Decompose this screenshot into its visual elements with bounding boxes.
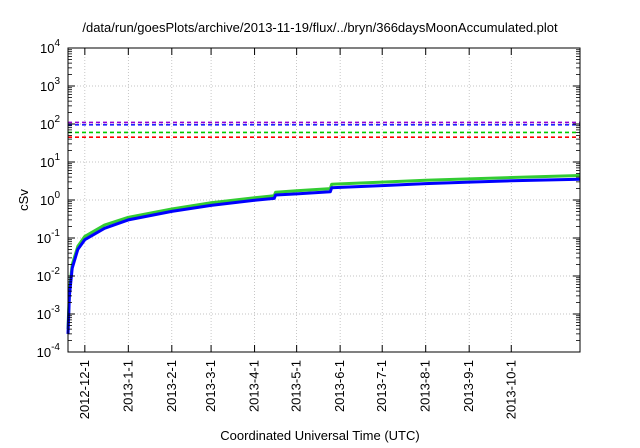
y-tick-label: 10-2: [37, 266, 61, 284]
series-group: [66, 174, 581, 334]
y-tick-label: 102: [40, 114, 60, 132]
x-tick-label: 2013-5-1: [289, 360, 304, 412]
x-tick-label: 2012-12-1: [77, 360, 92, 419]
x-axis-label: Coordinated Universal Time (UTC): [220, 428, 420, 443]
series-line: [66, 174, 581, 330]
y-tick-label: 100: [40, 190, 60, 208]
x-tick-label: 2013-8-1: [418, 360, 433, 412]
x-tick-label: 2013-3-1: [203, 360, 218, 412]
x-tick-label: 2013-10-1: [503, 360, 518, 419]
x-tick-label: 2013-7-1: [374, 360, 389, 412]
axis-ticks: 10-4 10-3 10-2 10-1 100 101 102 103 104 2012-12-1…: [37, 38, 580, 419]
x-tick-label: 2013-6-1: [332, 360, 347, 412]
y-tick-label: 10-1: [37, 228, 61, 246]
x-tick-label: 2013-2-1: [164, 360, 179, 412]
y-axis-label: cSv: [16, 189, 31, 211]
x-tick-label: 2013-1-1: [120, 360, 135, 412]
y-tick-label: 104: [40, 38, 60, 56]
y-tick-label: 101: [40, 152, 60, 170]
reference-lines: [68, 121, 580, 138]
series-line: [66, 177, 581, 334]
chart-title: /data/run/goesPlots/archive/2013-11-19/f…: [82, 20, 558, 35]
x-tick-label: 2013-9-1: [461, 360, 476, 412]
y-tick-label: 10-4: [37, 342, 61, 360]
grid: [68, 48, 580, 352]
y-tick-label: 103: [40, 76, 60, 94]
y-tick-label: 10-3: [37, 304, 61, 322]
x-tick-label: 2013-4-1: [247, 360, 262, 412]
